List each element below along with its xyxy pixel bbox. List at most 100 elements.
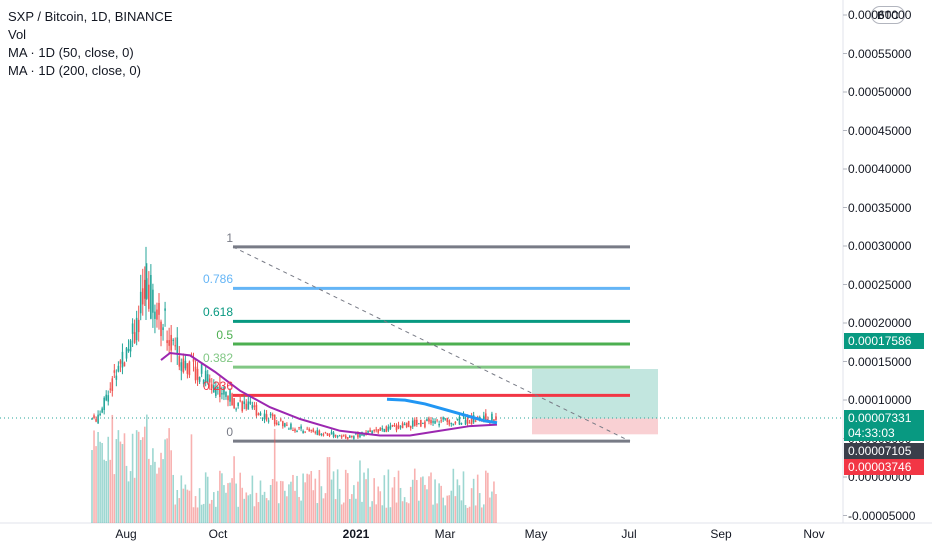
volume-bar bbox=[478, 493, 481, 523]
candle-body bbox=[133, 332, 136, 343]
volume-bar bbox=[351, 494, 353, 523]
candle-body bbox=[158, 302, 160, 315]
volume-indicator-label[interactable]: Vol bbox=[8, 27, 27, 42]
volume-bar bbox=[247, 495, 250, 523]
volume-bar bbox=[460, 500, 463, 523]
candle-body bbox=[316, 430, 319, 435]
candle-body bbox=[113, 370, 116, 373]
price-axis-label: 0.00040000 bbox=[848, 162, 912, 176]
volume-bar bbox=[458, 485, 461, 523]
volume-bar bbox=[493, 481, 495, 523]
candle-body bbox=[485, 413, 487, 421]
candle-body bbox=[217, 386, 219, 389]
candle-body bbox=[436, 419, 438, 421]
ma50-indicator-label[interactable]: MA · 1D (50, close, 0) bbox=[8, 45, 134, 60]
stop-price-tag: 0.00003746 bbox=[844, 459, 924, 475]
volume-bar bbox=[113, 474, 116, 523]
volume-bar bbox=[284, 490, 286, 523]
volume-bar bbox=[344, 469, 347, 523]
volume-bar bbox=[186, 489, 189, 523]
volume-bar bbox=[196, 507, 199, 523]
candle-body bbox=[204, 370, 207, 382]
candle-body bbox=[97, 414, 99, 424]
candle-body bbox=[271, 414, 274, 417]
candle-body bbox=[277, 423, 280, 426]
volume-bar bbox=[422, 476, 424, 523]
volume-bar bbox=[277, 503, 280, 523]
candle-body bbox=[227, 395, 229, 401]
candle-body bbox=[367, 430, 369, 433]
candle-body bbox=[314, 431, 317, 433]
volume-bar bbox=[164, 439, 166, 523]
volume-bar bbox=[387, 469, 390, 523]
candle-body bbox=[464, 420, 467, 425]
candle-body bbox=[202, 380, 205, 385]
symbol-title[interactable]: SXP / Bitcoin, 1D, BINANCE bbox=[8, 9, 173, 24]
candle-body bbox=[123, 362, 126, 367]
volume-bar bbox=[290, 481, 292, 523]
volume-bar bbox=[456, 479, 459, 523]
candle-body bbox=[154, 311, 156, 319]
candle-body bbox=[208, 378, 211, 383]
volume-bar bbox=[318, 469, 321, 523]
volume-bar bbox=[273, 428, 276, 523]
volume-bar bbox=[107, 436, 110, 523]
volume-bar bbox=[438, 483, 440, 523]
candle-body bbox=[482, 415, 485, 420]
candle-body bbox=[391, 425, 394, 427]
candle-body bbox=[213, 385, 215, 393]
volume-bar bbox=[466, 507, 469, 523]
volume-bar bbox=[403, 497, 406, 523]
candle-body bbox=[141, 288, 144, 305]
volume-bar bbox=[166, 438, 168, 523]
candle-body bbox=[263, 413, 266, 420]
volume-bar bbox=[255, 492, 258, 523]
volume-bar bbox=[180, 475, 183, 523]
candle-body bbox=[290, 423, 292, 430]
candle-body bbox=[117, 365, 120, 372]
volume-bar bbox=[170, 450, 172, 523]
candle-body bbox=[353, 436, 355, 439]
ma200-indicator-label[interactable]: MA · 1D (200, close, 0) bbox=[8, 63, 141, 78]
volume-bar bbox=[172, 474, 174, 523]
candle-body bbox=[294, 429, 296, 432]
candle-body bbox=[101, 408, 103, 413]
volume-bar bbox=[365, 479, 367, 523]
volume-bar bbox=[385, 507, 388, 523]
candle-body bbox=[460, 423, 463, 425]
volume-bar bbox=[121, 444, 124, 523]
volume-bar bbox=[154, 461, 156, 523]
candle-body bbox=[448, 420, 451, 425]
candle-body bbox=[91, 418, 93, 420]
volume-bar bbox=[468, 506, 471, 523]
volume-bar bbox=[141, 437, 144, 523]
volume-bar bbox=[489, 497, 491, 523]
candle-body bbox=[434, 420, 436, 424]
candle-body bbox=[239, 400, 241, 402]
volume-bar bbox=[213, 492, 215, 523]
candle-body bbox=[269, 413, 272, 416]
candle-body bbox=[231, 393, 233, 406]
candle-body bbox=[279, 419, 282, 421]
volume-bar bbox=[355, 498, 357, 523]
candle-body bbox=[385, 426, 388, 432]
volume-bar bbox=[111, 414, 114, 523]
candle-body bbox=[182, 358, 185, 373]
price-axis-label: 0.00010000 bbox=[848, 393, 912, 407]
price-axis-label: 0.00050000 bbox=[848, 85, 912, 99]
volume-bar bbox=[286, 496, 288, 523]
candle-body bbox=[288, 428, 290, 430]
volume-bar bbox=[450, 490, 453, 523]
candle-body bbox=[336, 436, 339, 438]
volume-bar bbox=[353, 485, 355, 523]
volume-bar bbox=[249, 494, 252, 523]
currency-button[interactable]: BTC bbox=[871, 6, 905, 24]
candle-body bbox=[198, 376, 201, 382]
candle-body bbox=[127, 349, 130, 352]
volume-bar bbox=[119, 441, 122, 523]
volume-bar bbox=[480, 507, 483, 523]
volume-bar bbox=[361, 501, 363, 523]
volume-bar bbox=[223, 485, 225, 523]
chart-legend: SXP / Bitcoin, 1D, BINANCE Vol MA · 1D (… bbox=[8, 8, 173, 80]
